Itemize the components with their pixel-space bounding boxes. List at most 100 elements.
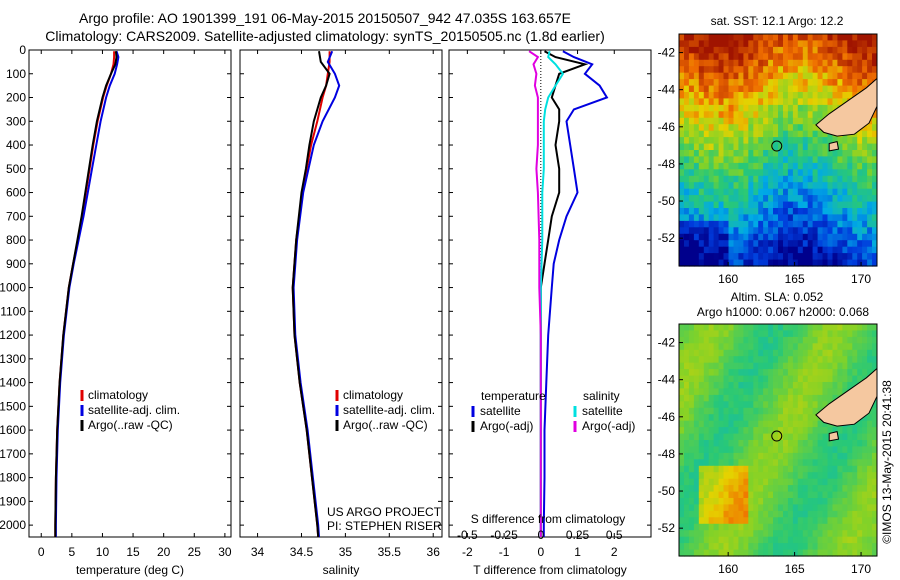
sst_map-cell <box>797 104 804 112</box>
sla_map-cell <box>723 517 729 525</box>
sla_map-cell <box>812 465 819 473</box>
sla_map-cell <box>802 549 809 557</box>
sla_map-cell <box>758 356 764 364</box>
sst_map-cell <box>713 40 720 48</box>
sst_map-cell <box>718 46 725 54</box>
sla_map-cell <box>693 369 700 377</box>
sla_map-cell <box>827 382 833 389</box>
sla_map-cell <box>738 498 744 505</box>
sla_map-cell <box>812 530 819 538</box>
sst_map-cell <box>713 208 720 215</box>
sst_map-cell <box>792 130 799 138</box>
sst_map-cell <box>758 214 764 222</box>
sla_map-ytick-label: -46 <box>658 410 676 424</box>
sst_map-cell <box>812 72 819 80</box>
sla_map-cell <box>857 375 863 383</box>
sst_map-cell <box>748 240 754 248</box>
sst_map-cell <box>738 259 744 267</box>
sla_map-cell <box>802 472 809 480</box>
sst_map-cell <box>872 240 878 248</box>
sla_map-cell <box>723 369 729 377</box>
sst_map-cell <box>748 201 754 209</box>
sla_map-cell <box>693 510 700 518</box>
sst_map-cell <box>768 201 774 209</box>
sst_map-cell <box>802 195 809 203</box>
sla_map-cell <box>728 433 734 441</box>
sla_map-cell <box>787 401 794 409</box>
sla_map-cell <box>827 375 833 383</box>
sla_map-cell <box>713 472 720 480</box>
sla_map-cell <box>837 362 843 370</box>
sla_map-cell <box>698 407 705 415</box>
sla_map-cell <box>728 343 734 351</box>
sla_map-cell <box>822 440 828 447</box>
sst_map-cell <box>733 214 739 222</box>
sst_map-cell <box>693 169 700 177</box>
sst_map-cell <box>817 66 824 74</box>
sst_map-cell <box>753 79 759 87</box>
sla_map-cell <box>703 427 710 435</box>
sla_map-cell <box>763 433 769 441</box>
sla_map-cell <box>693 336 700 344</box>
sst_map-cell <box>773 85 779 93</box>
sla_map-cell <box>738 330 744 338</box>
sst_map-cell <box>832 150 838 157</box>
sla_map-cell <box>748 549 754 557</box>
sst_map-cell <box>867 124 873 132</box>
sla_map-cell <box>847 491 853 499</box>
sla_map-cell <box>768 543 774 551</box>
sst_map-cell <box>783 208 789 215</box>
sst_map-cell <box>698 130 705 138</box>
sst_map-ytick-label: -50 <box>658 194 676 208</box>
sla_map-cell <box>787 375 794 383</box>
sla_map-cell <box>847 349 853 357</box>
sst_map-cell <box>748 214 754 222</box>
sst_map-cell <box>738 214 744 222</box>
sla_map-cell <box>812 478 819 486</box>
sst_map-cell <box>778 188 784 196</box>
sla_map-cell <box>743 523 749 531</box>
sla_map-cell <box>738 452 744 460</box>
sla_map-cell <box>768 336 774 344</box>
sla_map-cell <box>698 401 705 409</box>
sst_map-cell <box>723 130 729 138</box>
sst_map-cell <box>679 214 685 222</box>
sla_map-cell <box>708 530 715 538</box>
sst_map-cell <box>837 208 843 215</box>
sla_map-cell <box>713 485 720 493</box>
sst_map-cell <box>763 124 769 132</box>
sla_map-cell <box>807 401 814 409</box>
sst_map-cell <box>723 98 729 106</box>
sst_map-cell <box>802 117 809 125</box>
sst_map-cell <box>768 233 774 241</box>
sla_map-cell <box>738 420 744 428</box>
sla_map-cell <box>688 369 695 377</box>
sla_map-cell <box>733 433 739 441</box>
sst_map-cell <box>862 227 868 235</box>
sla_map-cell <box>787 362 794 370</box>
sst_map-cell <box>837 92 843 99</box>
sla_map-cell <box>792 517 799 525</box>
sla_map-cell <box>728 324 734 331</box>
sst_map-cell <box>867 253 873 261</box>
sla_map-cell <box>867 459 873 467</box>
sst_map-cell <box>684 220 690 228</box>
sst_map-cell <box>862 46 868 54</box>
sst_map-cell <box>783 246 789 254</box>
sla_map-cell <box>842 543 848 551</box>
sla_map-cell <box>837 388 843 396</box>
sla_map-cell <box>797 414 804 422</box>
sla_map-cell <box>778 530 784 538</box>
sla_map-cell <box>807 452 814 460</box>
sst_map-cell <box>713 259 720 267</box>
sla_map-cell <box>842 465 848 473</box>
sst_map-cell <box>768 40 774 48</box>
sla_map-ytick-label: -42 <box>658 336 676 350</box>
sst_map-cell <box>708 85 715 93</box>
sst_map-cell <box>872 201 878 209</box>
sst_map-cell <box>698 85 705 93</box>
sst_map-cell <box>738 40 744 48</box>
sst_map-cell <box>778 162 784 170</box>
sla_map-cell <box>807 523 814 531</box>
sst_map-cell <box>817 253 824 261</box>
